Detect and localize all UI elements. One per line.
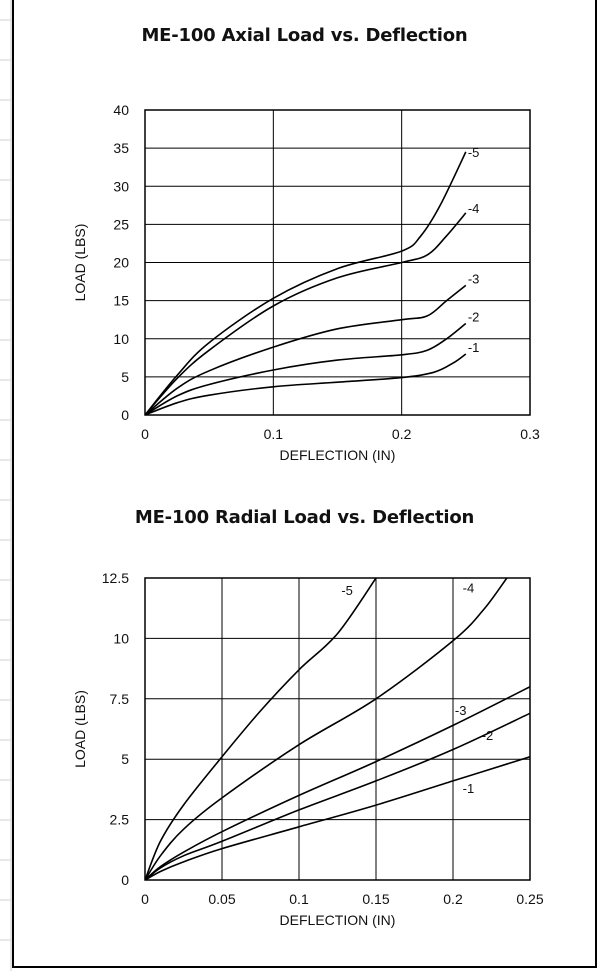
axial-x-tick-label: 0 bbox=[141, 426, 149, 442]
radial-x-tick-label: 0 bbox=[141, 891, 149, 907]
radial-x-tick-label: 0.05 bbox=[208, 891, 235, 907]
radial-y-tick-label: 2.5 bbox=[110, 812, 130, 828]
radial-series-line bbox=[145, 578, 377, 880]
axial-y-tick-label: 0 bbox=[121, 407, 129, 423]
radial-series-line bbox=[145, 712, 530, 880]
figure-frame bbox=[12, 0, 597, 968]
axial-series-line bbox=[145, 353, 467, 415]
radial-y-tick-label: 7.5 bbox=[110, 691, 130, 707]
axial-y-tick-label: 10 bbox=[113, 331, 129, 347]
radial-x-tick-label: 0.25 bbox=[516, 891, 543, 907]
axial-plot-area bbox=[144, 109, 531, 416]
axial-y-tick-label: 30 bbox=[113, 178, 129, 194]
left-edge-ruler bbox=[0, 0, 12, 971]
axial-series-label: -4 bbox=[468, 201, 480, 216]
radial-series-line bbox=[145, 685, 530, 880]
radial-y-tick-label: 0 bbox=[121, 872, 129, 888]
axial-x-axis-title: DEFLECTION (IN) bbox=[280, 447, 396, 463]
axial-x-tick-label: 0.2 bbox=[392, 426, 412, 442]
radial-x-tick-label: 0.1 bbox=[289, 891, 309, 907]
axial-series-line bbox=[145, 284, 467, 415]
radial-series-label: -3 bbox=[455, 703, 467, 718]
radial-x-axis-title: DEFLECTION (IN) bbox=[280, 912, 396, 928]
axial-series-line bbox=[145, 212, 467, 415]
radial-y-tick-label: 10 bbox=[113, 630, 129, 646]
axial-series-line bbox=[145, 151, 467, 415]
axial-y-axis-title: LOAD (LBS) bbox=[72, 224, 88, 302]
radial-series-label: -2 bbox=[482, 728, 494, 743]
radial-series-line bbox=[145, 756, 530, 880]
axial-chart-title: ME-100 Axial Load vs. Deflection bbox=[141, 25, 468, 46]
axial-y-tick-label: 35 bbox=[113, 140, 129, 156]
axial-y-tick-label: 40 bbox=[113, 102, 129, 118]
axial-y-tick-label: 25 bbox=[113, 216, 129, 232]
radial-series-line bbox=[145, 578, 508, 880]
radial-chart-title: ME-100 Radial Load vs. Deflection bbox=[134, 507, 475, 528]
radial-y-tick-label: 12.5 bbox=[102, 570, 129, 586]
radial-x-tick-label: 0.15 bbox=[362, 891, 389, 907]
axial-series-label: -2 bbox=[468, 310, 480, 325]
axial-x-tick-label: 0.3 bbox=[520, 426, 540, 442]
radial-y-tick-label: 5 bbox=[121, 751, 129, 767]
radial-y-axis-title: LOAD (LBS) bbox=[72, 690, 88, 768]
radial-series-label: -1 bbox=[463, 781, 475, 796]
radial-series-label: -4 bbox=[463, 580, 475, 595]
axial-y-tick-label: 5 bbox=[121, 369, 129, 385]
axial-load-chart: 0 0.1 0.2 0.3 0 5 10 15 20 25 30 35 40 DEFLECTION (IN… bbox=[72, 102, 540, 463]
radial-series-label: -5 bbox=[341, 583, 353, 598]
axial-y-tick-label: 15 bbox=[113, 293, 129, 309]
axial-y-tick-label: 20 bbox=[113, 255, 129, 271]
axial-series-line bbox=[145, 322, 467, 415]
axial-x-tick-label: 0.1 bbox=[264, 426, 284, 442]
radial-x-tick-label: 0.2 bbox=[443, 891, 463, 907]
radial-plot-area bbox=[144, 577, 531, 881]
axial-series-label: -1 bbox=[468, 340, 480, 355]
axial-series-label: -5 bbox=[468, 145, 480, 160]
axial-series-label: -3 bbox=[468, 271, 480, 286]
radial-load-chart: 0 0.05 0.1 0.15 0.2 0.25 0 2.5 5 7.5 10 12.5 DEFLECT… bbox=[72, 570, 544, 928]
